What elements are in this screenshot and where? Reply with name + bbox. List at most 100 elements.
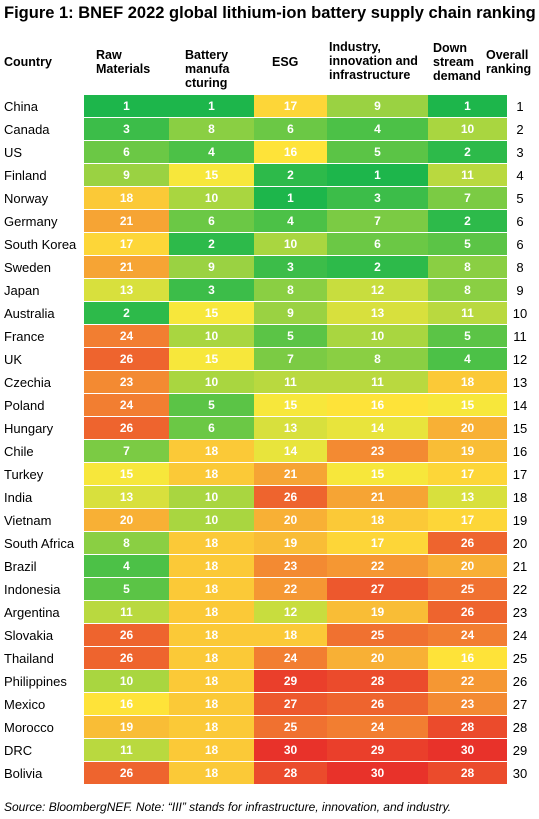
country-label: UK (4, 352, 23, 367)
heatmap-cell-raw-materials: 5 (84, 578, 169, 600)
heatmap-cell-downstream: 25 (428, 578, 507, 600)
country-label: Norway (4, 191, 49, 206)
heatmap-cell-industry: 18 (327, 509, 428, 531)
heatmap-cell-battery-manufacturing: 18 (169, 624, 254, 646)
heatmap-cell-industry: 10 (327, 325, 428, 347)
table-row: Norway 18 10 1 3 7 5 (0, 187, 539, 210)
heatmap-cell-battery-manufacturing: 4 (169, 141, 254, 163)
header-industry: Industry, innovation and infrastructure (329, 40, 418, 82)
overall-rank: 3 (516, 145, 524, 160)
heatmap-cell-raw-materials: 24 (84, 394, 169, 416)
heatmap-cell-industry: 22 (327, 555, 428, 577)
table-row: Mexico 16 18 27 26 23 27 (0, 693, 539, 716)
heatmap-cell-raw-materials: 18 (84, 187, 169, 209)
table-row: Bolivia 26 18 28 30 28 30 (0, 762, 539, 785)
heatmap-cell-battery-manufacturing: 2 (169, 233, 254, 255)
table-row: DRC 11 18 30 29 30 29 (0, 739, 539, 762)
country-label: Mexico (4, 697, 46, 712)
country-label: Brazil (4, 559, 37, 574)
heatmap-cell-esg: 2 (254, 164, 327, 186)
heatmap-cell-raw-materials: 19 (84, 716, 169, 738)
heatmap-cell-downstream: 26 (428, 601, 507, 623)
heatmap-cell-downstream: 5 (428, 233, 507, 255)
heatmap-cell-downstream: 20 (428, 417, 507, 439)
heatmap-cell-raw-materials: 10 (84, 670, 169, 692)
overall-rank: 29 (512, 743, 528, 758)
table-row: Poland 24 5 15 16 15 14 (0, 394, 539, 417)
overall-rank: 1 (516, 99, 524, 114)
country-label: South Africa (4, 536, 75, 551)
heatmap-cell-esg: 29 (254, 670, 327, 692)
heatmap-cell-esg: 17 (254, 95, 327, 117)
heatmap-cell-battery-manufacturing: 5 (169, 394, 254, 416)
heatmap-cell-industry: 26 (327, 693, 428, 715)
table-row: Japan 13 3 8 12 8 9 (0, 279, 539, 302)
heatmap-cell-downstream: 10 (428, 118, 507, 140)
table-row: South Korea 17 2 10 6 5 6 (0, 233, 539, 256)
heatmap-cell-battery-manufacturing: 18 (169, 601, 254, 623)
heatmap-cell-industry: 23 (327, 440, 428, 462)
overall-rank: 6 (516, 237, 524, 252)
overall-rank: 11 (513, 329, 527, 344)
table-row: Indonesia 5 18 22 27 25 22 (0, 578, 539, 601)
heatmap-cell-downstream: 8 (428, 279, 507, 301)
heatmap-cell-industry: 1 (327, 164, 428, 186)
heatmap-cell-esg: 19 (254, 532, 327, 554)
country-label: China (4, 99, 38, 114)
heatmap-cell-raw-materials: 20 (84, 509, 169, 531)
heatmap-cell-industry: 13 (327, 302, 428, 324)
heatmap-cell-esg: 13 (254, 417, 327, 439)
heatmap-cell-battery-manufacturing: 8 (169, 118, 254, 140)
heatmap-cell-esg: 16 (254, 141, 327, 163)
heatmap-cell-esg: 3 (254, 256, 327, 278)
table-row: China 1 1 17 9 1 1 (0, 95, 539, 118)
overall-rank: 15 (512, 421, 528, 436)
heatmap-cell-esg: 21 (254, 463, 327, 485)
overall-rank: 6 (516, 214, 524, 229)
heatmap-cell-battery-manufacturing: 9 (169, 256, 254, 278)
heatmap-cell-esg: 14 (254, 440, 327, 462)
table-row: UK 26 15 7 8 4 12 (0, 348, 539, 371)
heatmap-cell-battery-manufacturing: 18 (169, 463, 254, 485)
heatmap-cell-battery-manufacturing: 10 (169, 509, 254, 531)
heatmap-cell-industry: 4 (327, 118, 428, 140)
heatmap-cell-raw-materials: 26 (84, 417, 169, 439)
heatmap-cell-raw-materials: 26 (84, 762, 169, 784)
heatmap-cell-industry: 6 (327, 233, 428, 255)
overall-rank: 4 (516, 168, 524, 183)
heatmap-cell-battery-manufacturing: 18 (169, 555, 254, 577)
country-label: Finland (4, 168, 47, 183)
table-row: Vietnam 20 10 20 18 17 19 (0, 509, 539, 532)
heatmap-cell-raw-materials: 4 (84, 555, 169, 577)
heatmap-cell-industry: 27 (327, 578, 428, 600)
heatmap-cell-industry: 16 (327, 394, 428, 416)
country-label: Germany (4, 214, 58, 229)
country-label: Japan (4, 283, 40, 298)
heatmap-cell-esg: 15 (254, 394, 327, 416)
heatmap-cell-raw-materials: 13 (84, 486, 169, 508)
heatmap-cell-downstream: 23 (428, 693, 507, 715)
country-label: India (4, 490, 33, 505)
heatmap-cell-industry: 7 (327, 210, 428, 232)
heatmap-cell-downstream: 19 (428, 440, 507, 462)
heatmap-cell-battery-manufacturing: 18 (169, 647, 254, 669)
heatmap-cell-downstream: 15 (428, 394, 507, 416)
overall-rank: 12 (512, 352, 528, 367)
heatmap-cell-esg: 24 (254, 647, 327, 669)
heatmap-cell-raw-materials: 24 (84, 325, 169, 347)
heatmap-cell-esg: 22 (254, 578, 327, 600)
heatmap-cell-esg: 1 (254, 187, 327, 209)
table-row: Finland 9 15 2 1 11 4 (0, 164, 539, 187)
heatmap-cell-battery-manufacturing: 6 (169, 417, 254, 439)
heatmap-cell-industry: 3 (327, 187, 428, 209)
country-label: Bolivia (4, 766, 43, 781)
heatmap-cell-battery-manufacturing: 18 (169, 716, 254, 738)
heatmap-cell-industry: 30 (327, 762, 428, 784)
overall-rank: 24 (512, 628, 528, 643)
heatmap-cell-industry: 12 (327, 279, 428, 301)
table-row: Czechia 23 10 11 11 18 13 (0, 371, 539, 394)
heatmap-cell-raw-materials: 6 (84, 141, 169, 163)
table-row: Australia 2 15 9 13 11 10 (0, 302, 539, 325)
heatmap-cell-downstream: 20 (428, 555, 507, 577)
heatmap-cell-downstream: 11 (428, 302, 507, 324)
